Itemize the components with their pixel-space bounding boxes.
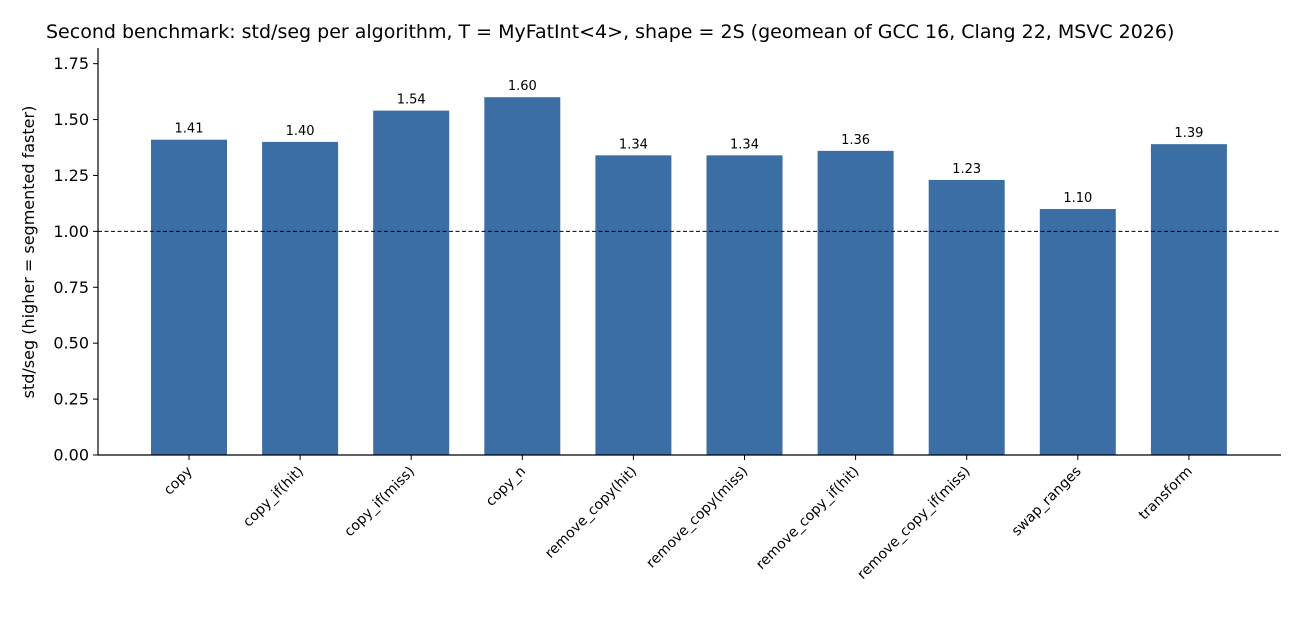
- bar-3: [484, 97, 561, 455]
- data-label-0: 1.41: [175, 122, 204, 137]
- bar-2: [373, 110, 450, 455]
- data-label-4: 1.34: [619, 137, 648, 152]
- chart-title: Second benchmark: std/seg per algorithm,…: [46, 21, 1174, 43]
- data-label-1: 1.40: [286, 124, 315, 139]
- y-tick-label-0: 0.00: [53, 446, 89, 465]
- y-tick-label-6: 1.50: [53, 110, 89, 129]
- x-tick-label-3: copy_n: [483, 464, 529, 510]
- bar-7: [928, 179, 1005, 455]
- bar-8: [1039, 209, 1116, 455]
- data-label-2: 1.54: [397, 93, 426, 108]
- data-label-7: 1.23: [952, 162, 981, 177]
- y-tick-label-3: 0.75: [53, 278, 89, 297]
- y-tick-label-2: 0.50: [53, 334, 89, 353]
- data-label-9: 1.39: [1174, 126, 1203, 141]
- bar-5: [706, 155, 783, 456]
- data-label-6: 1.36: [841, 133, 870, 148]
- bar-6: [817, 150, 894, 455]
- x-tick-label-8: swap_ranges: [1009, 464, 1085, 540]
- bar-4: [595, 155, 672, 456]
- y-tick-label-4: 1.00: [53, 222, 89, 241]
- x-tick-label-7: remove_copy_if(miss): [854, 464, 973, 583]
- x-tick-label-0: copy: [161, 464, 196, 499]
- x-tick-label-4: remove_copy(hit): [542, 464, 640, 562]
- y-axis-label: std/seg (higher = segmented faster): [19, 106, 38, 399]
- x-tick-label-5: remove_copy(miss): [643, 464, 751, 572]
- bar-9: [1150, 144, 1227, 455]
- bar-0: [151, 139, 227, 455]
- plot-area: 1.41 copy 1.40 copy_if(hit) 1.54 copy_if(miss…: [53, 48, 1281, 583]
- x-tick-label-1: copy_if(hit): [240, 464, 307, 531]
- y-tick-label-7: 1.75: [53, 54, 89, 73]
- bar-1: [262, 141, 339, 455]
- x-tick-label-2: copy_if(miss): [341, 464, 418, 541]
- x-tick-label-9: transform: [1136, 464, 1196, 524]
- data-label-5: 1.34: [730, 137, 759, 152]
- data-label-8: 1.10: [1063, 191, 1092, 206]
- y-tick-label-5: 1.25: [53, 166, 89, 185]
- data-label-3: 1.60: [508, 79, 537, 94]
- y-tick-label-1: 0.25: [53, 390, 89, 409]
- x-tick-label-6: remove_copy_if(hit): [753, 464, 862, 573]
